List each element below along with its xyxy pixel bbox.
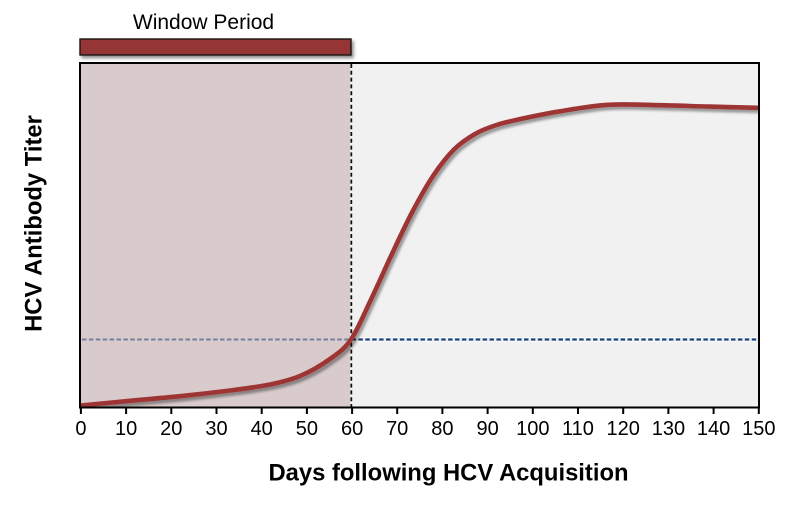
svg-text:10: 10 [115,418,137,440]
svg-text:70: 70 [386,418,408,440]
svg-text:150: 150 [742,418,775,440]
svg-text:60: 60 [341,418,363,440]
svg-text:0: 0 [75,418,86,440]
svg-text:30: 30 [205,418,227,440]
svg-text:40: 40 [251,418,273,440]
svg-text:Days following HCV Acquisition: Days following HCV Acquisition [268,460,628,487]
svg-text:90: 90 [476,418,498,440]
svg-text:HCV Antibody Titer: HCV Antibody Titer [21,115,48,332]
svg-text:120: 120 [607,418,640,440]
svg-text:80: 80 [431,418,453,440]
svg-text:140: 140 [697,418,730,440]
svg-text:130: 130 [652,418,685,440]
svg-text:100: 100 [516,418,549,440]
svg-text:20: 20 [160,418,182,440]
svg-text:110: 110 [562,418,594,440]
svg-text:50: 50 [296,418,318,440]
svg-text:Window Period: Window Period [133,11,274,34]
